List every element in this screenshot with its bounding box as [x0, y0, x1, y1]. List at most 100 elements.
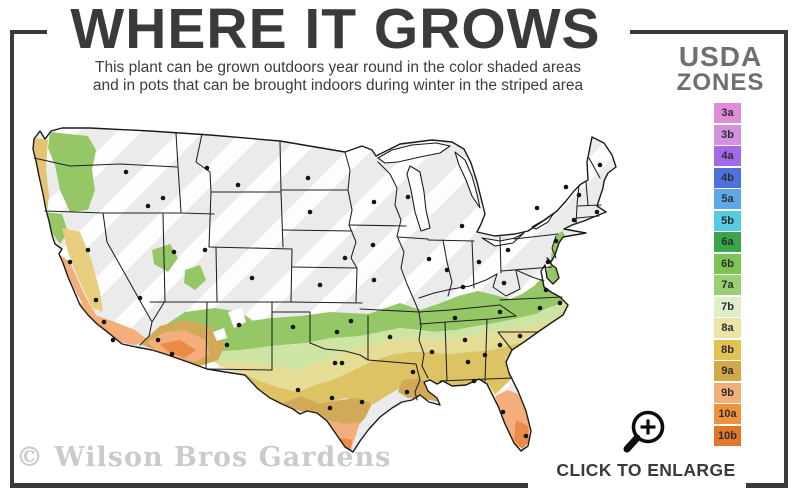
city-dot — [224, 342, 230, 348]
zone-swatch-10a: 10a — [714, 404, 741, 424]
zone-label: 8b — [721, 343, 734, 356]
city-marker-dots — [67, 162, 603, 439]
city-dot — [557, 300, 563, 306]
zone-label: 7b — [721, 300, 734, 313]
city-dot — [235, 182, 241, 188]
zone-label: 6b — [721, 257, 734, 270]
city-dot — [545, 259, 551, 265]
city-dot — [497, 309, 503, 315]
zone-label: 7a — [721, 279, 734, 291]
zone-swatch-9a: 9a — [714, 361, 741, 381]
city-dot — [505, 247, 511, 253]
city-dot — [553, 238, 559, 244]
city-dot — [410, 369, 416, 375]
zone-label: 3b — [721, 128, 734, 141]
frame-border-top-left — [10, 30, 47, 34]
click-to-enlarge-button[interactable]: CLICK TO ENLARGE — [540, 406, 752, 481]
city-dot — [594, 209, 600, 215]
lake-huron — [454, 151, 481, 209]
city-dot — [160, 195, 166, 201]
watermark: © Wilson Bros Gardens — [16, 442, 392, 473]
city-dot — [576, 192, 582, 198]
city-dot — [460, 284, 466, 290]
legend-title-usda: USDA — [678, 41, 763, 72]
frame-border-top-right — [630, 30, 788, 34]
city-dot — [471, 378, 477, 384]
lake-michigan — [406, 165, 431, 232]
city-dot — [67, 259, 73, 265]
city-dot — [295, 387, 301, 393]
city-dot — [348, 318, 354, 324]
enlarge-label[interactable]: CLICK TO ENLARGE — [556, 460, 736, 480]
zone-label: 3a — [721, 107, 734, 119]
city-dot — [137, 295, 143, 301]
subtitle-line-1: This plant can be grown outdoors year ro… — [95, 59, 581, 76]
zone-label: 10b — [718, 429, 737, 442]
subtitle: This plant can be grown outdoors year ro… — [28, 59, 648, 95]
city-dot — [370, 242, 376, 248]
zone-swatch-8a: 8a — [714, 318, 741, 338]
city-dot — [462, 337, 468, 343]
city-dot — [459, 223, 465, 229]
city-dot — [371, 199, 377, 205]
city-dot — [145, 203, 151, 209]
zone-label: 5b — [721, 214, 734, 227]
city-dot — [307, 209, 313, 215]
city-dot — [426, 256, 432, 262]
zone-label: 5a — [721, 193, 734, 205]
zone-swatch-5b: 5b — [714, 210, 741, 231]
city-dot — [523, 433, 529, 439]
zone-label: 9a — [721, 365, 734, 377]
frame-border-left — [10, 30, 14, 487]
zone-swatch-3a: 3a — [714, 103, 741, 123]
city-dot — [236, 322, 242, 328]
city-dot — [93, 297, 99, 303]
zone-swatch-10b: 10b — [714, 425, 741, 446]
zone-swatch-3b: 3b — [714, 124, 741, 145]
city-dot — [85, 247, 91, 253]
zone-label: 9b — [721, 386, 734, 399]
zone-swatch-7b: 7b — [714, 296, 741, 317]
city-dot — [123, 169, 129, 175]
city-dot — [571, 217, 577, 223]
city-dot — [334, 329, 340, 335]
city-dot — [534, 205, 540, 211]
city-dot — [404, 389, 410, 395]
frame-border-bottom-left — [10, 483, 528, 488]
city-dot — [497, 342, 503, 348]
legend-title-zones: ZONES — [676, 69, 765, 96]
city-dot — [327, 405, 333, 411]
city-dot — [332, 360, 338, 366]
page-title: WHERE IT GROWS — [70, 0, 601, 61]
city-dot — [329, 395, 335, 401]
zone-label: 10a — [718, 408, 737, 420]
city-dot — [305, 175, 311, 181]
frame-border-right — [784, 30, 788, 487]
city-dot — [249, 275, 255, 281]
city-dot — [517, 333, 523, 339]
city-dot — [342, 255, 348, 261]
zone-swatch-8b: 8b — [714, 339, 741, 360]
usda-zone-legend: 3a 3b 4a 4b 5a 5b 6a 6b 7a 7b 8a 8b 9a 9b 10a 10b — [714, 103, 741, 447]
magnifier-plus-icon[interactable] — [620, 406, 672, 456]
city-dot — [405, 194, 411, 200]
city-dot — [563, 184, 569, 190]
city-dot — [169, 351, 175, 357]
lake-superior — [377, 142, 451, 164]
us-hardiness-zone-map — [18, 110, 673, 472]
zone-swatch-6b: 6b — [714, 253, 741, 274]
zone-swatch-9b: 9b — [714, 382, 741, 403]
city-dot — [290, 324, 296, 330]
city-dot — [202, 247, 208, 253]
city-dot — [101, 319, 107, 325]
city-dot — [482, 352, 488, 358]
city-dot — [171, 249, 177, 255]
zone-swatch-6a: 6a — [714, 232, 741, 252]
city-dot — [339, 360, 345, 366]
city-dot — [500, 409, 506, 415]
zone-label: 8a — [721, 322, 734, 334]
legend-title: USDA ZONES — [668, 41, 773, 96]
zone-swatch-7a: 7a — [714, 275, 741, 295]
zone-label: 4b — [721, 171, 734, 184]
